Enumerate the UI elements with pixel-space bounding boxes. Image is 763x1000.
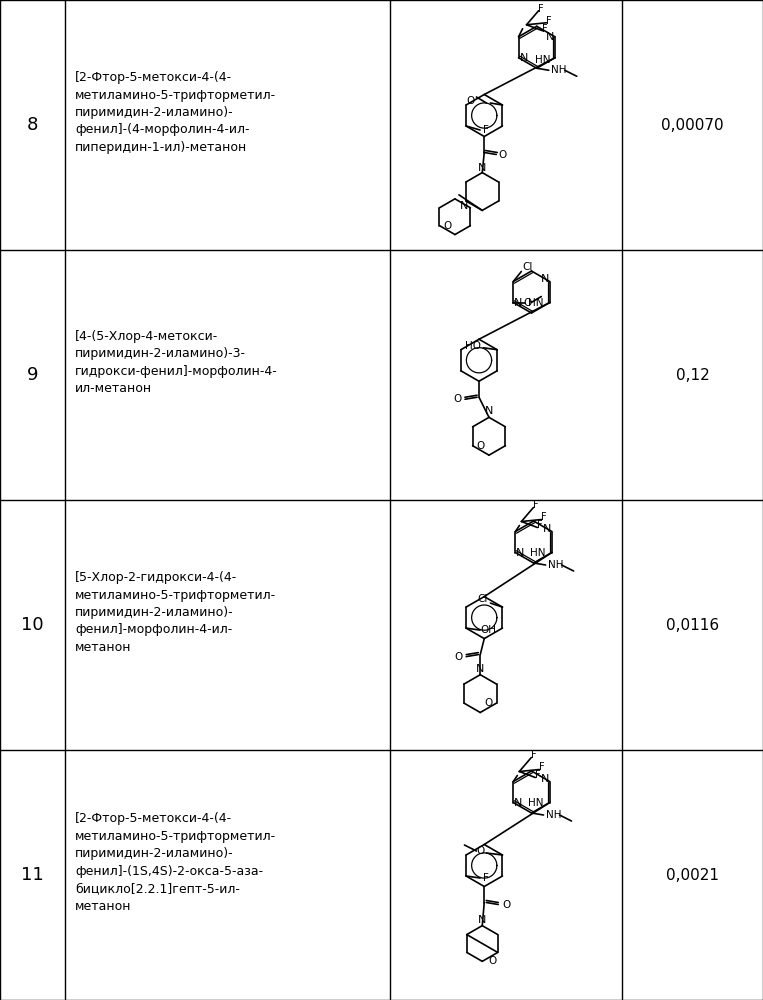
Text: F: F (536, 520, 542, 530)
Text: [5-Хлор-2-гидрокси-4-(4-
метиламино-5-трифторметил-
пиримидин-2-иламино)-
фенил]: [5-Хлор-2-гидрокси-4-(4- метиламино-5-тр… (75, 571, 276, 654)
Text: F: F (535, 770, 540, 780)
Text: Cl: Cl (522, 262, 533, 272)
Text: O: O (454, 652, 462, 662)
Text: O: O (485, 698, 493, 708)
Text: F: F (538, 4, 543, 14)
Text: HN: HN (535, 55, 551, 65)
Text: N: N (514, 798, 523, 808)
Text: O: O (466, 96, 475, 106)
Text: N: N (476, 664, 485, 674)
Text: O: O (502, 900, 510, 910)
Text: N: N (460, 201, 468, 211)
Text: [2-Фтор-5-метокси-4-(4-
метиламино-5-трифторметил-
пиримидин-2-иламино)-
фенил]-: [2-Фтор-5-метокси-4-(4- метиламино-5-три… (75, 71, 276, 154)
Text: O: O (477, 441, 485, 451)
Text: F: F (546, 16, 552, 26)
Text: N: N (517, 548, 525, 558)
Text: NH: NH (548, 560, 563, 570)
Text: N: N (542, 524, 551, 534)
Text: O: O (453, 394, 461, 404)
Text: N: N (514, 298, 523, 308)
Text: OH: OH (480, 625, 496, 635)
Text: HO: HO (465, 341, 481, 351)
Text: 0,00070: 0,00070 (662, 117, 724, 132)
Text: N: N (540, 274, 549, 284)
Text: F: F (542, 24, 547, 34)
Text: [4-(5-Хлор-4-метокси-
пиримидин-2-иламино)-3-
гидрокси-фенил]-морфолин-4-
ил-мет: [4-(5-Хлор-4-метокси- пиримидин-2-иламин… (75, 330, 278, 395)
Text: HN: HN (530, 548, 546, 558)
Text: O: O (443, 221, 452, 231)
Text: Cl: Cl (477, 594, 488, 604)
Text: O: O (488, 956, 497, 966)
Text: O: O (498, 149, 507, 159)
Text: [2-Фтор-5-метокси-4-(4-
метиламино-5-трифторметил-
пиримидин-2-иламино)-
фенил]-: [2-Фтор-5-метокси-4-(4- метиламино-5-три… (75, 812, 276, 913)
Text: NH: NH (551, 65, 566, 75)
Text: F: F (483, 873, 489, 883)
Text: O: O (523, 298, 532, 308)
Text: HN: HN (528, 798, 543, 808)
Text: F: F (533, 500, 538, 510)
Text: F: F (483, 125, 489, 135)
Text: N: N (540, 774, 549, 784)
Text: 10: 10 (21, 616, 43, 634)
Text: F: F (539, 762, 544, 772)
Text: N: N (546, 32, 554, 42)
Text: N: N (478, 163, 487, 173)
Text: O: O (476, 846, 485, 856)
Text: 11: 11 (21, 866, 44, 884)
Text: 0,12: 0,12 (675, 367, 710, 382)
Text: 9: 9 (27, 366, 38, 384)
Text: N: N (520, 53, 528, 63)
Text: N: N (485, 406, 493, 416)
Text: 0,0021: 0,0021 (666, 867, 719, 882)
Text: NH: NH (546, 810, 562, 820)
Text: N: N (478, 915, 487, 925)
Text: F: F (541, 512, 546, 522)
Text: HN: HN (528, 298, 543, 308)
Text: 8: 8 (27, 116, 38, 134)
Text: 0,0116: 0,0116 (666, 617, 719, 633)
Text: F: F (530, 750, 536, 760)
